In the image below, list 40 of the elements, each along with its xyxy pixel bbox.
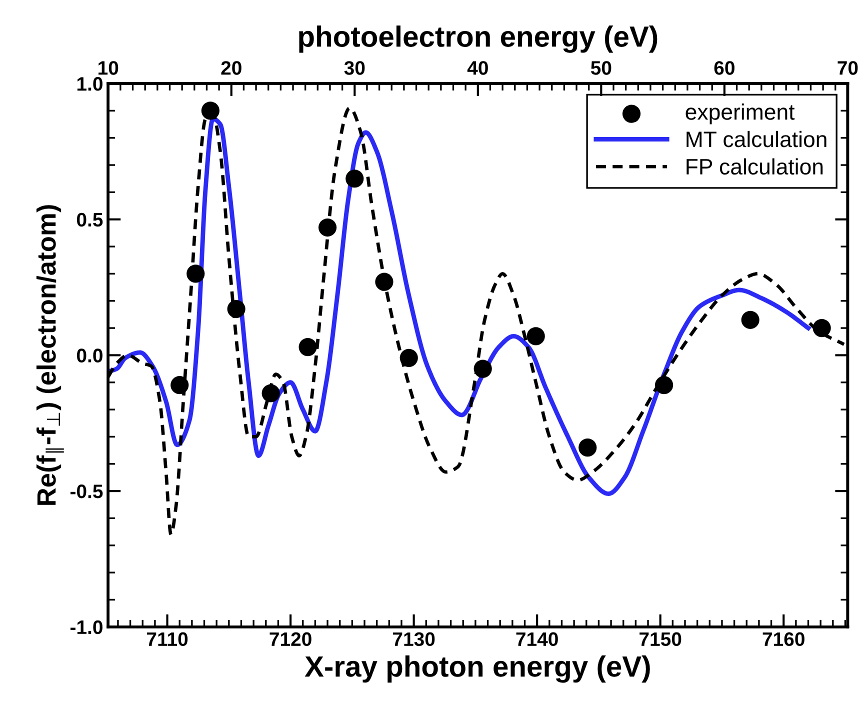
y-tick-label: -0.5 (70, 484, 103, 498)
y-axis-title: Re(f$_{∥}$-f$_{⊥}$) (electron/atom) (36, 205, 64, 505)
legend-label: FP calculation (686, 158, 823, 175)
x-axis-title: X-ray photon energy (eV) (304, 655, 650, 683)
x-tick-label: 7140 (516, 632, 558, 646)
point (741, 310, 760, 329)
x2-tick-label: 40 (467, 61, 488, 75)
point (526, 327, 545, 346)
point (346, 170, 364, 188)
point (201, 102, 220, 120)
x-tick-label: 7160 (762, 632, 804, 646)
x2-tick-label: 60 (714, 61, 734, 75)
point (400, 348, 418, 367)
legend-label: MT calculation (686, 130, 826, 148)
x2-tick-label: 50 (590, 61, 612, 75)
point (375, 272, 394, 291)
x2-tick-label: 10 (98, 61, 118, 75)
y-tick-label: -1.0 (70, 620, 102, 634)
y-tick-label: 0.5 (76, 212, 103, 227)
x2-tick-label: 30 (344, 61, 365, 75)
x-tick-label: 7130 (393, 632, 435, 646)
point (578, 438, 597, 457)
x-tick-label: 7110 (147, 632, 188, 646)
x2-axis-title: photoelectron energy (eV) (299, 26, 658, 53)
x2-tick-label: 70 (838, 61, 858, 75)
point (186, 264, 205, 283)
point (262, 384, 280, 402)
point (474, 360, 492, 378)
legend-label: experiment (686, 104, 795, 124)
point (170, 376, 189, 394)
point (298, 338, 317, 356)
x-tick-label: 7120 (270, 632, 312, 646)
x2-tick-label: 20 (221, 61, 242, 75)
y-tick-label: 1.0 (77, 77, 102, 91)
point (812, 318, 831, 338)
point (227, 300, 246, 318)
point (318, 218, 337, 237)
x-tick-label: 7150 (640, 632, 682, 646)
point (654, 376, 674, 394)
y-tick-label: 0.0 (76, 348, 102, 362)
